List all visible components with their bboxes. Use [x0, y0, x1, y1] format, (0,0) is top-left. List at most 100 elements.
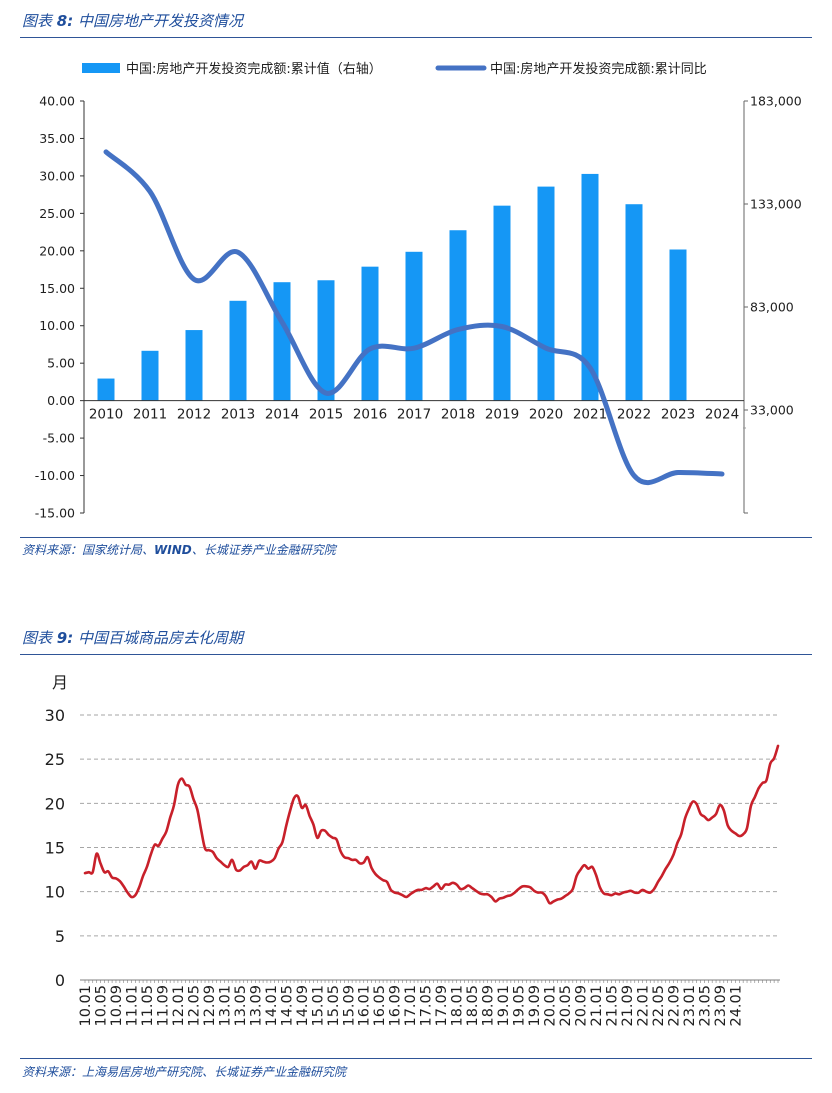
- x-tick-label: 15.05: [326, 985, 342, 1027]
- left-axis-tick-label: 40.00: [39, 94, 75, 109]
- x-tick-label: 18.09: [481, 985, 497, 1027]
- right-axis-tick-label: 83,000: [750, 300, 794, 315]
- category-label: 2015: [309, 407, 343, 423]
- x-tick-label: 10.01: [78, 985, 94, 1027]
- category-label: 2019: [485, 407, 519, 423]
- x-tick-label: 17.05: [419, 985, 435, 1027]
- figure9-gridlines: 30 25 20 15 10 5 0: [45, 706, 780, 990]
- right-axis-tick-label: 133,000: [750, 197, 802, 212]
- figure8-source-suffix: 、长城证券产业金融研究院: [191, 543, 336, 557]
- bar-2023: [669, 249, 687, 401]
- left-axis-tick-label: 15.00: [39, 281, 75, 296]
- figure9-title-prefix: 图表: [22, 629, 53, 647]
- category-label: 2018: [441, 407, 475, 423]
- x-tick-label: 21.01: [589, 985, 605, 1027]
- x-tick-label: 20.09: [574, 985, 590, 1027]
- right-axis-tick-label: 33,000: [750, 403, 794, 418]
- x-tick-label: 17.01: [403, 985, 419, 1027]
- category-label: 2011: [133, 407, 167, 423]
- destocking-cycle-line: [83, 744, 780, 905]
- figure8-chart: 中国:房地产开发投资完成额:累计值（右轴） 中国:房地产开发投资完成额:累计同比 4…: [35, 61, 802, 521]
- figure8-right-axis: 183,000 133,000 83,000 33,000: [743, 94, 802, 514]
- x-tick-label: 13.09: [248, 985, 264, 1027]
- legend-bar-label: 中国:房地产开发投资完成额:累计值（右轴）: [126, 61, 382, 77]
- category-label: 2012: [177, 407, 211, 423]
- legend-bar-swatch: [82, 63, 120, 73]
- figure9-ylabel: 月: [52, 673, 68, 692]
- bar-2022: [625, 204, 643, 401]
- left-axis-tick-label: 25.00: [39, 206, 75, 221]
- x-tick-label: 13.05: [233, 985, 249, 1027]
- x-tick-label: 24.01: [728, 985, 744, 1027]
- category-label: 2017: [397, 407, 431, 423]
- y-tick-label: 20: [45, 794, 65, 813]
- figure8-source-rule: [20, 537, 812, 538]
- figure8-left-axis: 40.00 35.00 30.00 25.00 20.00 15.00 10.00 5.00 0…: [35, 94, 85, 521]
- yoy-growth-line: [103, 149, 725, 485]
- x-tick-label: 16.09: [388, 985, 404, 1027]
- bar-2012: [185, 330, 203, 401]
- bar-2013: [229, 300, 247, 401]
- x-tick-label: 21.05: [605, 985, 621, 1027]
- bar-2015: [317, 280, 335, 401]
- figure8-title-prefix: 图表: [22, 12, 53, 30]
- bar-2018: [449, 230, 467, 401]
- x-tick-label: 16.05: [372, 985, 388, 1027]
- figure9-x-ticks: [84, 980, 779, 983]
- y-tick-label: 10: [45, 883, 65, 902]
- x-tick-label: 12.05: [186, 985, 202, 1027]
- figure8-source-wind: WIND: [154, 543, 192, 557]
- x-tick-label: 10.05: [94, 985, 110, 1027]
- left-axis-tick-label: 0.00: [47, 393, 75, 408]
- y-tick-label: 25: [45, 750, 65, 769]
- x-tick-label: 19.01: [496, 985, 512, 1027]
- x-tick-label: 23.01: [682, 985, 698, 1027]
- category-label: 2014: [265, 407, 299, 423]
- category-label: 2016: [353, 407, 387, 423]
- bar-2014: [273, 282, 291, 401]
- x-tick-label: 11.05: [140, 985, 156, 1027]
- bar-2017: [405, 251, 423, 401]
- x-tick-label: 11.09: [155, 985, 171, 1027]
- figure9-source-rule: [20, 1058, 812, 1059]
- x-tick-label: 14.01: [264, 985, 280, 1027]
- x-tick-label: 12.01: [171, 985, 187, 1027]
- x-tick-label: 18.01: [450, 985, 466, 1027]
- x-tick-label: 18.05: [465, 985, 481, 1027]
- legend-line-label: 中国:房地产开发投资完成额:累计同比: [490, 61, 707, 77]
- figure9-source: 资料来源：上海易居房地产研究院、长城证券产业金融研究院: [22, 1065, 347, 1079]
- x-tick-label: 16.01: [357, 985, 373, 1027]
- figure8-legend: 中国:房地产开发投资完成额:累计值（右轴） 中国:房地产开发投资完成额:累计同比: [82, 61, 707, 77]
- y-tick-label: 30: [45, 706, 65, 725]
- figure8-title-number: 8:: [56, 12, 74, 30]
- category-label: 2024: [705, 407, 739, 423]
- left-axis-tick-label: -5.00: [43, 431, 75, 446]
- x-tick-label: 12.09: [202, 985, 218, 1027]
- x-tick-label: 20.05: [558, 985, 574, 1027]
- x-tick-label: 15.01: [310, 985, 326, 1027]
- category-label: 2020: [529, 407, 563, 423]
- x-tick-label: 14.05: [279, 985, 295, 1027]
- x-tick-label: 22.05: [651, 985, 667, 1027]
- x-tick-label: 11.01: [125, 985, 141, 1027]
- bar-2010: [97, 378, 115, 401]
- left-axis-tick-label: 5.00: [47, 356, 75, 371]
- category-label: 2010: [89, 407, 123, 423]
- y-tick-label: 15: [45, 839, 65, 858]
- x-tick-label: 19.05: [512, 985, 528, 1027]
- category-label: 2022: [617, 407, 651, 423]
- category-label: 2013: [221, 407, 255, 423]
- bar-2016: [361, 266, 379, 401]
- figure9-title-number: 9:: [56, 629, 74, 647]
- figure9-x-tick-labels: 10.01 10.05 10.09 11.01 11.05 11.09 12.01 12.05…: [78, 985, 744, 1027]
- x-tick-label: 23.09: [713, 985, 729, 1027]
- left-axis-tick-label: 20.00: [39, 243, 75, 258]
- figure9-title-rule: [20, 654, 812, 655]
- x-tick-label: 10.09: [109, 985, 125, 1027]
- figure8-bars: [97, 173, 687, 401]
- figure9-title: 图表 9: 中国百城商品房去化周期: [22, 627, 243, 648]
- figure8-category-labels: 2010 2011 2012 2013 2014 2015 2016 2017 2018 2019…: [89, 407, 739, 423]
- figure9-chart: 月 30 25 20 15 10 5 0 10.01 10.05 10.09 11.01 11.05 11…: [45, 673, 780, 1027]
- figure8-title-rule: [20, 37, 812, 38]
- left-axis-tick-label: -15.00: [35, 506, 75, 521]
